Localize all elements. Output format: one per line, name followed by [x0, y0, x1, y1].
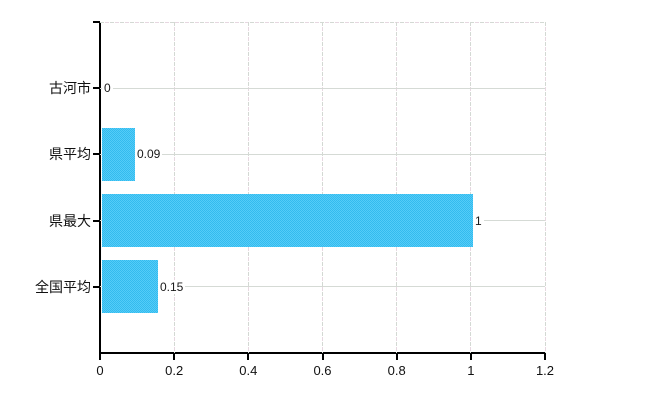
- category-label: 県平均: [49, 146, 91, 163]
- y-axis-tick: [93, 21, 100, 23]
- value-label: 0.15: [158, 279, 186, 294]
- x-axis-tick: [544, 353, 546, 360]
- x-axis-tick: [99, 353, 101, 360]
- x-axis-tick: [247, 353, 250, 360]
- value-label: 0.09: [135, 147, 163, 162]
- value-label: 0: [102, 81, 113, 96]
- bar: [102, 127, 135, 181]
- x-tick-label: 0.4: [239, 363, 258, 378]
- gridline-vertical: [544, 22, 546, 353]
- gridline-vertical: [396, 22, 398, 353]
- gridline-vertical: [247, 22, 249, 353]
- y-axis-tick: [93, 285, 100, 288]
- x-tick-label: 0.8: [387, 363, 406, 378]
- x-axis-tick: [469, 353, 472, 360]
- category-label: 県最大: [49, 212, 91, 229]
- bar: [102, 194, 473, 248]
- x-axis-tick: [395, 353, 398, 360]
- gridline-vertical: [322, 22, 323, 353]
- x-tick-label: 0.6: [313, 363, 332, 378]
- x-axis-tick: [173, 353, 176, 360]
- gridline-horizontal: [100, 286, 545, 288]
- gridline-horizontal: [100, 87, 545, 89]
- gridline-vertical: [470, 22, 472, 353]
- x-tick-label: 1: [467, 363, 475, 378]
- x-axis-tick: [321, 353, 324, 360]
- gridline-vertical: [173, 22, 175, 353]
- y-axis-tick: [93, 153, 100, 156]
- y-axis-tick: [93, 219, 100, 222]
- x-tick-label: 0.2: [165, 363, 184, 378]
- y-axis: [99, 22, 101, 354]
- x-tick-label: 1.2: [535, 363, 555, 378]
- value-label: 1: [473, 213, 484, 228]
- category-label: 古河市: [49, 80, 91, 97]
- y-axis-tick: [93, 87, 100, 90]
- x-tick-label: 0: [96, 363, 104, 378]
- category-label: 全国平均: [35, 278, 91, 295]
- bar: [102, 260, 158, 314]
- gridline-horizontal: [100, 153, 545, 155]
